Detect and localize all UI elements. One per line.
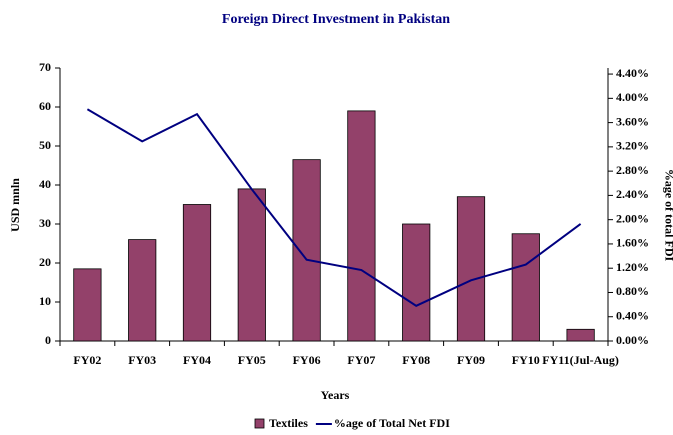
legend-label: Textiles bbox=[269, 416, 308, 430]
y2-tick-label: 1.20% bbox=[616, 260, 649, 274]
y2-axis-label: %age of total FDI bbox=[662, 169, 673, 262]
bar bbox=[456, 196, 486, 342]
y2-tick-label: 2.00% bbox=[616, 211, 649, 225]
bar bbox=[292, 159, 321, 342]
x-axis-label: Years bbox=[321, 388, 350, 402]
bar bbox=[237, 188, 266, 342]
x-tick-label: FY03 bbox=[128, 353, 156, 367]
y-tick-label: 40 bbox=[39, 177, 51, 191]
x-tick-label: FY02 bbox=[73, 353, 101, 367]
y-tick-label: 0 bbox=[45, 333, 51, 347]
y2-tick-label: 1.60% bbox=[616, 236, 649, 250]
bar bbox=[182, 204, 212, 342]
legend-label: %age of Total Net FDI bbox=[334, 416, 450, 430]
x-tick-label: FY09 bbox=[457, 353, 485, 367]
bar bbox=[511, 233, 540, 342]
y-tick-label: 50 bbox=[39, 138, 51, 152]
x-tick-label: FY07 bbox=[347, 353, 375, 367]
y2-tick-label: 3.20% bbox=[616, 139, 649, 153]
x-tick-label: FY11(Jul-Aug) bbox=[542, 353, 619, 367]
y2-tick-label: 4.40% bbox=[616, 66, 649, 80]
y2-tick-label: 2.40% bbox=[616, 187, 649, 201]
y-tick-label: 60 bbox=[39, 99, 51, 113]
bar bbox=[128, 239, 157, 342]
bar bbox=[73, 268, 102, 342]
legend-swatch bbox=[254, 418, 265, 429]
x-tick-label: FY04 bbox=[183, 353, 211, 367]
y-axis-label: USD mnln bbox=[8, 178, 22, 232]
y-tick-label: 20 bbox=[39, 255, 51, 269]
y2-tick-label: 0.00% bbox=[616, 333, 649, 347]
chart-title: Foreign Direct Investment in Pakistan bbox=[222, 12, 450, 27]
bar bbox=[347, 110, 376, 342]
bar bbox=[566, 328, 595, 342]
bar bbox=[402, 223, 431, 342]
y2-tick-label: 2.80% bbox=[616, 163, 649, 177]
y2-tick-label: 4.00% bbox=[616, 90, 649, 104]
x-tick-label: FY05 bbox=[238, 353, 266, 367]
y-tick-label: 30 bbox=[39, 216, 51, 230]
x-tick-label: FY06 bbox=[293, 353, 321, 367]
y2-tick-label: 0.40% bbox=[616, 308, 649, 322]
y-tick-label: 70 bbox=[39, 60, 51, 74]
y-tick-label: 10 bbox=[39, 294, 51, 308]
y2-tick-label: 0.80% bbox=[616, 284, 649, 298]
x-tick-label: FY10 bbox=[512, 353, 540, 367]
line bbox=[86, 108, 582, 307]
x-tick-label: FY08 bbox=[402, 353, 430, 367]
y2-tick-label: 3.60% bbox=[616, 114, 649, 128]
